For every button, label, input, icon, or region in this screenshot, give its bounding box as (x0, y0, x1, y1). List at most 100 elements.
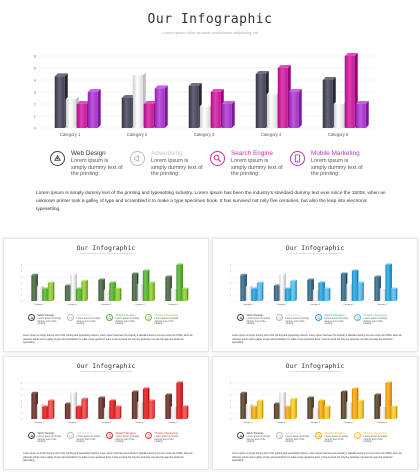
bar (142, 271, 148, 301)
x-tick-label: Category 2 (67, 303, 78, 306)
legend-text: Advertising Lorem ipsum is simply dummy t… (285, 431, 312, 444)
bar (181, 407, 187, 419)
y-tick-label: 5 (21, 389, 23, 391)
bar (284, 407, 290, 419)
bar-top (54, 73, 68, 77)
bar (154, 88, 165, 128)
bar (379, 289, 385, 301)
bar (109, 283, 115, 301)
legend: Web Design Lorem ipsum is simply dummy te… (237, 313, 393, 326)
bar (374, 395, 380, 419)
bar-side (52, 399, 55, 419)
legend-title: Search Engine (115, 431, 136, 435)
bar-top (245, 403, 253, 405)
bar (390, 407, 396, 419)
bar-top (323, 287, 331, 289)
bar (64, 404, 70, 419)
bar (240, 393, 246, 419)
bar (65, 99, 76, 128)
bar-top (351, 269, 359, 271)
bar-side (119, 287, 122, 301)
bar-top (290, 397, 297, 400)
bar (210, 92, 221, 128)
legend-desc: Lorem ipsum is simply dummy text of the … (285, 434, 310, 444)
bar (245, 404, 251, 419)
bar-top (284, 287, 292, 289)
bar (176, 265, 182, 301)
bar-top (142, 387, 150, 389)
legend-text: Mobile Marketing Lorem ipsum is simply du… (364, 431, 390, 444)
bar-top (307, 396, 314, 398)
bar-top (176, 263, 183, 265)
legend-title: Search Engine (324, 431, 345, 435)
y-tick-label: 0 (230, 301, 232, 303)
bar-top (36, 285, 44, 287)
bar-top (64, 402, 72, 404)
bar-top (374, 393, 381, 395)
legend-text: Web Design Lorem ipsum is simply dummy te… (247, 431, 273, 444)
bar (114, 407, 120, 419)
legend-desc: Lorem ipsum is simply dummy text of the … (154, 316, 179, 326)
thumbnail-green[interactable]: Our Infographic Lorem ipsum dolor sit am… (3, 238, 209, 352)
x-tick-label: Category 4 (343, 421, 354, 424)
bar-top (65, 96, 79, 100)
bar-top (36, 403, 44, 405)
y-tick-label: 4 (21, 277, 23, 279)
bar-side (52, 281, 55, 301)
y-tick-label: 6 (21, 383, 23, 385)
legend-text: Search Engine Lorem ipsum is simply dummy… (116, 313, 142, 326)
x-tick-label: Category 4 (261, 132, 282, 137)
bar-top (379, 405, 387, 407)
legend-item: Mobile Marketing Lorem ipsum is simply du… (145, 313, 184, 326)
y-tick-label: 2 (34, 102, 37, 107)
bar-top (131, 390, 139, 392)
bar (312, 408, 318, 419)
x-tick-label: Category 1 (243, 421, 254, 424)
bar-side (295, 397, 297, 419)
main-slide[interactable]: Our Infographic Lorem ipsum dolor sit am… (0, 0, 420, 228)
thumbnail-red[interactable]: Our Infographic Lorem ipsum dolor sit am… (3, 356, 209, 470)
bar (148, 401, 154, 419)
legend-title: Mobile Marketing (154, 431, 179, 435)
y-tick-label: 3 (21, 401, 23, 403)
x-tick-label: Category 5 (168, 421, 179, 424)
bar (245, 286, 251, 301)
bar (288, 92, 299, 128)
bar (188, 86, 199, 128)
thumbnail-gold[interactable]: Our Infographic Lorem ipsum dolor sit am… (212, 356, 418, 470)
y-tick-label: 1 (230, 295, 232, 297)
legend-desc: Lorem ipsum is simply dummy text of the … (37, 434, 62, 444)
bar-top (170, 405, 178, 407)
legend-item: Mobile Marketing Lorem ipsum is simply du… (354, 313, 393, 326)
thumbnail-blue[interactable]: Our Infographic Lorem ipsum dolor sit am… (212, 238, 418, 352)
y-tick-label: 6 (230, 265, 232, 267)
bar-top (70, 391, 77, 393)
x-tick-label: Category 3 (101, 421, 112, 424)
bar (374, 277, 380, 301)
bar-top (322, 77, 336, 80)
bar-top (290, 279, 297, 282)
bar (322, 80, 333, 128)
bar-top (390, 287, 398, 289)
legend-text: Advertising Lorem ipsum is simply dummy t… (286, 313, 312, 326)
bar (47, 283, 53, 301)
legend-desc: Lorem ipsum is simply dummy text of the … (311, 158, 363, 177)
y-tick-label: 3 (34, 90, 37, 95)
bar-top (87, 89, 101, 92)
body-text: Lorem Ipsum is simply dummy text of the … (23, 335, 193, 345)
y-tick-label: 2 (230, 289, 232, 291)
bar (132, 75, 143, 128)
bar-top (256, 281, 264, 283)
bar (240, 275, 246, 301)
bar-side (261, 399, 264, 419)
advertising-icon (276, 432, 283, 439)
bar (390, 289, 396, 301)
web-design-icon (237, 314, 244, 321)
bar (143, 104, 154, 128)
bar-top (284, 405, 292, 407)
bar-top (312, 288, 320, 291)
bar (81, 281, 87, 301)
legend-title: Web Design (37, 313, 55, 317)
legend-item: Search Engine Lorem ipsum is simply dummy… (106, 313, 145, 326)
bar-top (165, 393, 172, 395)
